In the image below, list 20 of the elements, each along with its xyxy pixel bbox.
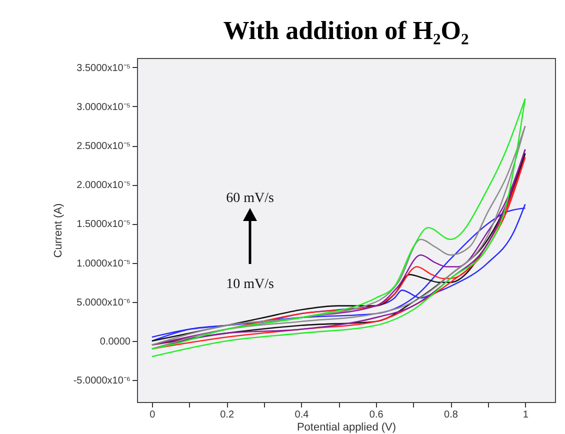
x-axis-title: Potential applied (V)	[296, 422, 396, 434]
x-tick-label: 0.4	[294, 410, 310, 420]
y-tick-label: 5.0000x10⁻⁶	[76, 297, 130, 308]
y-tick-label: -5.0000x10⁻⁶	[73, 376, 130, 387]
y-tick-label: 1.5000x10⁻⁵	[76, 219, 130, 230]
annotation: 10 mV/s	[226, 277, 274, 292]
y-tick-label: 2.5000x10⁻⁵	[76, 141, 130, 152]
y-tick-label: 0.0000	[100, 336, 131, 348]
x-tick-label: 0.2	[220, 410, 234, 420]
y-tick-label: 3.0000x10⁻⁵	[76, 102, 130, 113]
annotation: 60 mV/s	[226, 191, 274, 206]
y-tick-label: 2.0000x10⁻⁵	[76, 180, 130, 192]
x-tick-label: 0.8	[444, 410, 458, 420]
y-tick-label: 3.5000x10⁻⁵	[76, 62, 130, 74]
chart-title: With addition of H₂O₂	[223, 16, 469, 45]
x-tick-label: 0	[150, 410, 156, 420]
y-tick-label: 1.0000x10⁻⁵	[76, 258, 130, 270]
y-axis-title: Current (A)	[52, 203, 64, 258]
x-tick-label: 0.6	[369, 410, 384, 420]
x-tick-label: 1	[522, 410, 529, 420]
